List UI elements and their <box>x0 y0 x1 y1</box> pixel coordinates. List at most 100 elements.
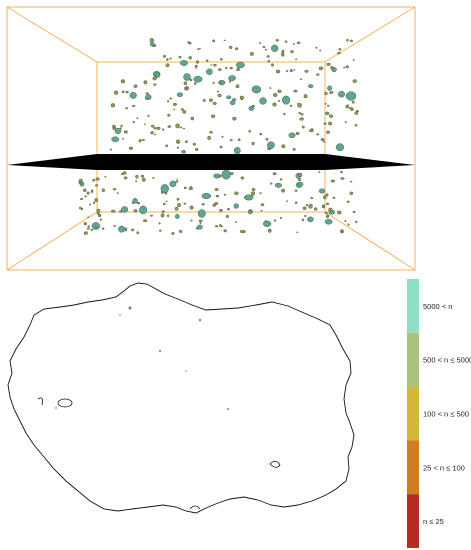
pore <box>136 231 140 235</box>
pore <box>125 107 129 110</box>
pore <box>219 145 223 149</box>
pore <box>301 218 305 222</box>
pore <box>324 91 328 96</box>
pore <box>131 228 135 232</box>
pore <box>233 147 241 155</box>
pore <box>267 141 275 149</box>
cross-section-outline <box>7 282 355 514</box>
pore <box>133 209 138 213</box>
pore <box>217 68 222 71</box>
pore <box>307 216 314 223</box>
size-legend: 5000 < n 500 < n ≤ 5000 100 < n ≤ 500 25 < … <box>407 279 471 548</box>
pore <box>86 191 90 195</box>
pore <box>90 191 93 193</box>
pore <box>193 75 203 83</box>
pore <box>344 220 347 222</box>
pore <box>322 195 327 200</box>
pore-section <box>158 350 162 352</box>
pore <box>95 177 100 181</box>
pore <box>352 59 355 61</box>
pore <box>262 45 266 49</box>
pore <box>112 124 116 129</box>
pore <box>335 143 345 152</box>
pore <box>234 221 237 223</box>
pore <box>173 108 176 111</box>
pore <box>232 98 237 102</box>
pore-section <box>185 370 187 372</box>
pore <box>260 203 265 207</box>
pore <box>235 61 245 69</box>
pore <box>265 137 269 141</box>
pore <box>214 225 219 228</box>
pore <box>273 219 277 222</box>
pore <box>121 206 129 213</box>
pore <box>315 46 318 49</box>
pore <box>338 48 342 51</box>
pore <box>325 111 330 115</box>
pore-section <box>55 407 57 409</box>
pore <box>214 188 219 191</box>
pore <box>143 80 148 85</box>
pore <box>218 174 222 178</box>
pore-large <box>114 127 122 135</box>
pore-section <box>119 314 121 316</box>
pore <box>226 95 232 100</box>
pore <box>152 76 157 81</box>
pore <box>86 227 90 230</box>
pore <box>78 206 82 210</box>
pore <box>324 219 333 225</box>
pore <box>119 127 122 130</box>
pore <box>267 228 272 233</box>
pores-upper-group <box>91 38 360 230</box>
pore <box>162 128 165 131</box>
cross-section-view <box>7 282 355 514</box>
pore <box>248 129 251 133</box>
pore <box>180 108 184 111</box>
pore <box>183 81 188 86</box>
pore <box>212 39 216 43</box>
pore <box>281 144 286 149</box>
pore <box>355 220 358 224</box>
pore <box>96 212 100 215</box>
pore <box>345 65 349 69</box>
pore <box>277 99 281 102</box>
pore <box>94 198 99 203</box>
pore <box>143 219 148 223</box>
pore <box>154 72 161 78</box>
pore <box>350 107 354 111</box>
pore <box>281 51 285 55</box>
pore <box>118 225 126 233</box>
pore <box>139 205 148 215</box>
pore <box>346 38 349 42</box>
pore <box>87 225 90 228</box>
pore <box>195 67 198 69</box>
pore <box>340 177 345 180</box>
pore <box>189 205 194 210</box>
pore <box>217 93 222 98</box>
pore <box>352 79 357 83</box>
pore <box>195 60 200 64</box>
pore <box>324 211 328 215</box>
pore <box>274 182 283 188</box>
pore <box>212 81 215 84</box>
pore <box>285 69 288 72</box>
pore <box>110 103 115 108</box>
pore <box>123 176 128 180</box>
pore <box>147 114 150 117</box>
pore <box>316 133 320 136</box>
pore <box>121 137 124 140</box>
pore <box>236 67 240 72</box>
pore <box>177 203 181 208</box>
pores-lower-group <box>78 169 358 235</box>
pore <box>328 207 333 212</box>
pore <box>350 180 353 183</box>
pore <box>131 201 135 205</box>
pore-large <box>259 97 267 105</box>
pore <box>141 177 146 182</box>
pore <box>240 176 245 180</box>
pore <box>83 188 87 193</box>
pore <box>140 174 145 178</box>
pore <box>94 184 99 187</box>
pore <box>251 85 262 94</box>
pore-large <box>345 91 357 101</box>
